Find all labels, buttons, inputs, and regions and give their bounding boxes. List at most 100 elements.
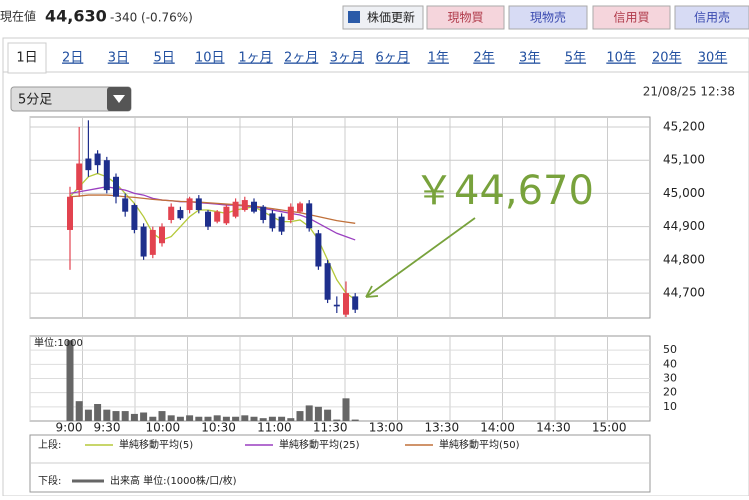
volume-bar xyxy=(222,416,230,421)
y-tick-label: 50 xyxy=(663,343,677,356)
candle-body xyxy=(223,206,230,224)
price-label: 現在値 xyxy=(0,9,36,24)
tab-selected[interactable] xyxy=(7,42,47,74)
candle-body xyxy=(232,201,239,217)
unit-label: 単位:1000 xyxy=(34,336,83,349)
action-button[interactable] xyxy=(592,5,671,30)
candle-body xyxy=(297,203,303,212)
tab[interactable]: 10年 xyxy=(606,51,636,66)
tab[interactable]: 2日 xyxy=(62,51,83,66)
volume-bar xyxy=(333,419,341,421)
candle-body xyxy=(306,203,313,229)
candle-body xyxy=(251,201,257,212)
y-tick-label: 45,000 xyxy=(663,186,705,200)
volume-bar xyxy=(250,416,258,421)
volume-bar xyxy=(167,415,175,421)
tab[interactable]: 30年 xyxy=(698,51,728,66)
volume-bar xyxy=(84,409,92,421)
candle-body xyxy=(159,226,165,244)
volume-bar xyxy=(305,405,313,421)
legend-entry: 単純移動平均(5) xyxy=(119,438,193,451)
candle-body xyxy=(103,160,110,191)
volume-bar xyxy=(259,418,267,421)
y-tick-label: 40 xyxy=(663,357,677,370)
tab[interactable]: 1年 xyxy=(428,51,449,66)
candle-body xyxy=(177,210,184,219)
action-button[interactable] xyxy=(674,5,749,30)
tab[interactable]: 6ヶ月 xyxy=(375,51,409,66)
y-tick-label: 45,200 xyxy=(663,119,705,133)
tab[interactable]: 5日 xyxy=(153,51,174,66)
volume-bar xyxy=(287,418,295,421)
volume-bar xyxy=(186,415,194,421)
select-arrow xyxy=(113,95,125,103)
legend-entry: 出来高 単位:(1000株/口/枚) xyxy=(110,474,237,487)
y-tick-label: 30 xyxy=(663,372,677,385)
volume-bar xyxy=(268,416,276,421)
candle-body xyxy=(269,213,276,229)
candle-body xyxy=(131,205,138,230)
volume-bar xyxy=(213,415,221,421)
volume-bar xyxy=(278,416,286,421)
candle-body xyxy=(333,304,340,307)
volume-bar xyxy=(176,416,184,421)
price-annotation: ￥44,670 xyxy=(414,168,594,214)
x-tick-label: 14:30 xyxy=(536,421,571,435)
legend-entry: 単純移動平均(50) xyxy=(439,438,520,451)
tab[interactable]: 3年 xyxy=(519,51,540,66)
x-tick-label: 9:30 xyxy=(94,421,121,435)
action-button[interactable] xyxy=(508,5,588,30)
price-plot xyxy=(29,116,651,319)
volume-bar xyxy=(130,413,138,421)
button-label: 信用買 xyxy=(613,11,649,25)
volume-bar xyxy=(296,411,304,421)
interval-label: 5分足 xyxy=(18,93,52,108)
volume-bar xyxy=(324,409,332,421)
tab[interactable]: 1ヶ月 xyxy=(238,51,272,66)
candle-body xyxy=(122,198,129,212)
price-change: -340 (-0.76%) xyxy=(110,11,193,25)
candle-body xyxy=(343,293,349,315)
volume-bar xyxy=(195,416,203,421)
y-tick-label: 45,100 xyxy=(663,153,705,167)
tab[interactable]: 3ヶ月 xyxy=(330,51,364,66)
candle-body xyxy=(94,153,101,166)
candle-body xyxy=(186,198,193,211)
volume-bar xyxy=(112,411,120,421)
x-tick-label: 14:00 xyxy=(480,421,515,435)
action-button[interactable] xyxy=(342,5,424,30)
x-tick-label: 11:00 xyxy=(257,421,292,435)
legend-label: 下段: xyxy=(38,474,61,487)
x-tick-label: 13:30 xyxy=(425,421,460,435)
candle-body xyxy=(324,263,331,300)
legend-label: 上段: xyxy=(38,438,61,451)
candle-body xyxy=(241,200,248,211)
tab[interactable]: 2ヶ月 xyxy=(284,51,318,66)
y-tick-label: 44,900 xyxy=(663,219,705,233)
candle-body xyxy=(85,158,92,171)
candle-body xyxy=(195,198,202,211)
candle-body xyxy=(140,226,147,257)
volume-bar xyxy=(75,401,83,421)
volume-bar xyxy=(158,411,166,421)
tab[interactable]: 10日 xyxy=(195,51,225,66)
candle-body xyxy=(315,233,322,267)
button-label: 信用売 xyxy=(694,10,730,25)
y-tick-label: 44,800 xyxy=(663,252,705,266)
action-button[interactable] xyxy=(426,5,505,30)
tab[interactable]: 5年 xyxy=(565,51,586,66)
tab[interactable]: 2年 xyxy=(473,51,494,66)
y-tick-label: 10 xyxy=(663,400,677,413)
volume-bar xyxy=(103,409,111,421)
candle-body xyxy=(67,196,73,230)
tab[interactable]: 20年 xyxy=(652,51,682,66)
tab[interactable]: 3日 xyxy=(108,51,129,66)
annotation-arrow xyxy=(365,217,476,298)
x-tick-label: 13:00 xyxy=(369,421,404,435)
candle-body xyxy=(113,176,119,197)
legend-entry: 単純移動平均(25) xyxy=(279,438,360,451)
timestamp: 21/08/25 12:38 xyxy=(643,85,735,99)
tab[interactable]: 1日 xyxy=(16,51,37,66)
volume-bar xyxy=(204,416,212,421)
